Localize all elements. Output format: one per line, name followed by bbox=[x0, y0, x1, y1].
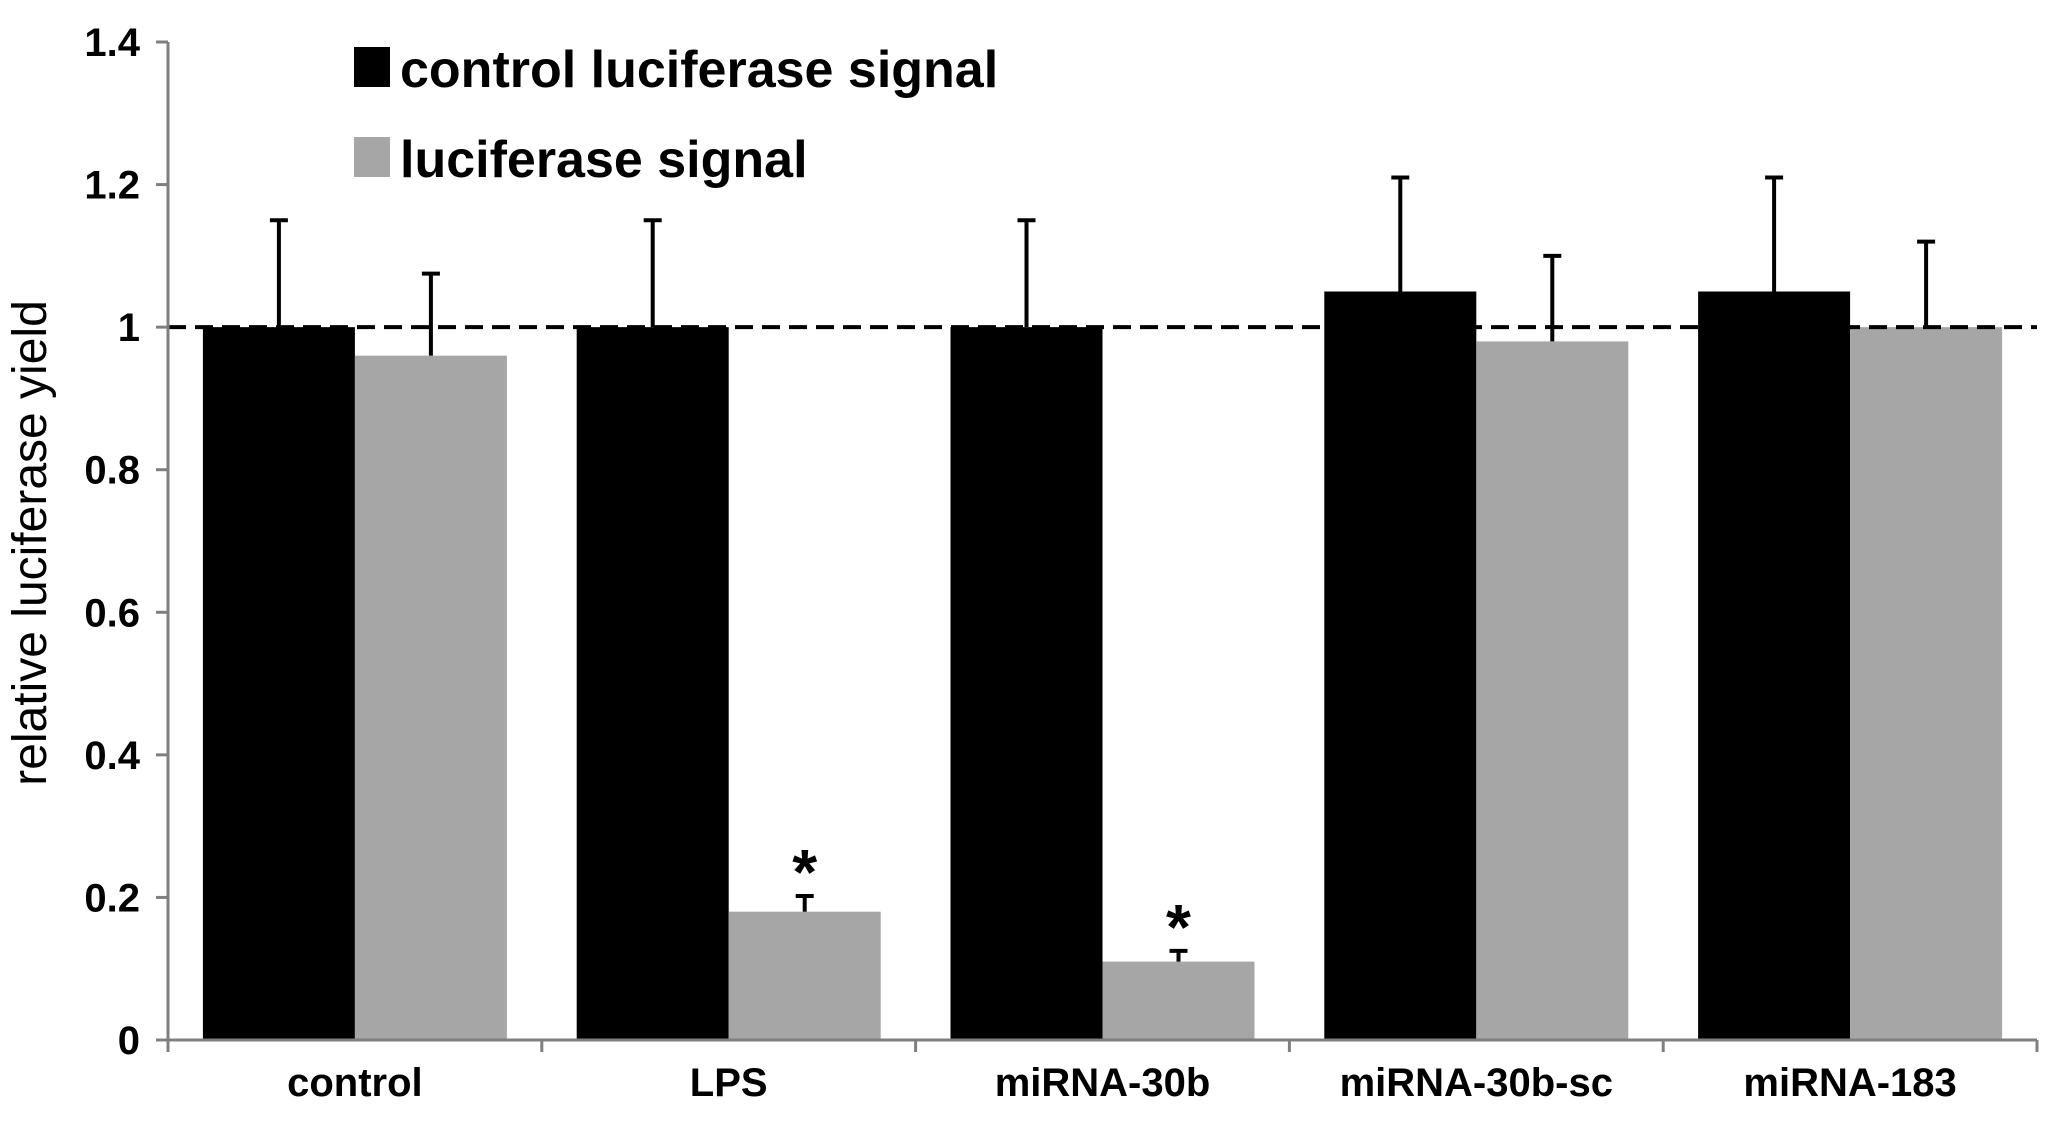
legend: control luciferase signal luciferase sign… bbox=[354, 41, 998, 189]
y-tick-label: 0 bbox=[118, 1019, 140, 1063]
y-tick-label: 1.2 bbox=[84, 164, 140, 208]
bar-luciferase bbox=[1850, 327, 2003, 1041]
bar-luciferase bbox=[728, 911, 881, 1040]
y-axis-title: relative luciferase yield bbox=[4, 300, 57, 786]
bar-control-luciferase bbox=[576, 327, 729, 1041]
y-tick-label: 0.2 bbox=[84, 876, 140, 920]
significance-markers: ** bbox=[792, 836, 1191, 963]
bar-control-luciferase bbox=[202, 327, 355, 1041]
x-category-label: control bbox=[287, 1061, 423, 1105]
legend-label: luciferase signal bbox=[400, 131, 808, 189]
legend-label: control luciferase signal bbox=[400, 41, 998, 99]
y-ticks: 0 0.2 0.4 0.6 0.8 1 1.2 1.4 bbox=[84, 21, 168, 1063]
x-category-label: miRNA-30b-sc bbox=[1340, 1061, 1613, 1105]
x-category-label: LPS bbox=[690, 1061, 768, 1105]
x-category-label: miRNA-30b bbox=[995, 1061, 1211, 1105]
bar-luciferase bbox=[1476, 341, 1629, 1040]
y-tick-label: 1.4 bbox=[84, 21, 140, 65]
y-tick-label: 0.6 bbox=[84, 591, 140, 635]
bar-control-luciferase bbox=[1698, 291, 1851, 1040]
bars-layer bbox=[202, 291, 2003, 1041]
error-bars-layer bbox=[269, 175, 1936, 962]
bar-control-luciferase bbox=[1324, 291, 1477, 1040]
bar-luciferase bbox=[354, 355, 507, 1041]
y-tick-label: 0.8 bbox=[84, 449, 140, 493]
bar-luciferase bbox=[1102, 961, 1255, 1040]
legend-swatch bbox=[354, 137, 390, 177]
y-tick-label: 0.4 bbox=[84, 734, 140, 778]
significance-asterisk: * bbox=[792, 836, 817, 908]
x-ticks: control LPS miRNA-30b miRNA-30b-sc miRNA-183 bbox=[166, 1040, 2039, 1105]
y-tick-label: 1 bbox=[118, 306, 140, 350]
significance-asterisk: * bbox=[1166, 891, 1191, 963]
x-category-label: miRNA-183 bbox=[1743, 1061, 1956, 1105]
bar-control-luciferase bbox=[950, 327, 1103, 1041]
legend-swatch bbox=[354, 47, 390, 87]
